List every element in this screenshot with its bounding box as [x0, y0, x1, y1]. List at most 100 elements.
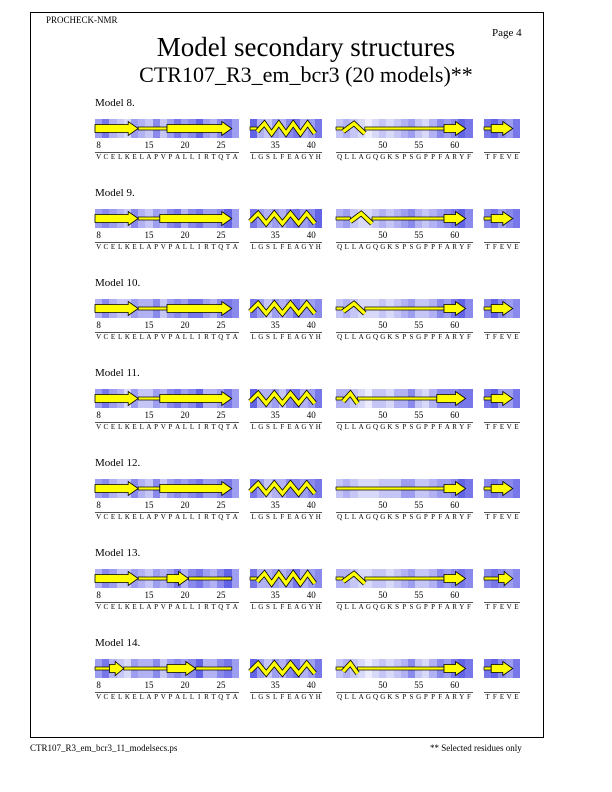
residue-letter: A — [232, 603, 238, 611]
residue-letter: E — [499, 423, 505, 431]
residue-letter: S — [409, 153, 414, 161]
residue-letter: A — [232, 513, 238, 521]
residue-letter: L — [139, 243, 144, 251]
residue-letter: G — [380, 243, 386, 251]
helix-ribbon-fill — [255, 120, 317, 137]
residue-letter: L — [182, 513, 187, 521]
residue-letter: Q — [337, 603, 343, 611]
residue-letter: S — [395, 693, 400, 701]
residue-letter: L — [273, 243, 278, 251]
residue-letter: Q — [337, 693, 343, 701]
residue-letter: V — [506, 513, 512, 521]
residue-letter: P — [168, 423, 173, 431]
residue-letter: G — [301, 243, 307, 251]
residue-letter: L — [251, 513, 256, 521]
residue-letter: E — [514, 423, 519, 431]
residue-letter: Q — [218, 333, 224, 341]
residue-letter: Q — [337, 243, 343, 251]
residue-letter: K — [387, 693, 393, 701]
shading-cell — [512, 479, 520, 498]
residue-letter: S — [395, 153, 400, 161]
residue-letter: A — [294, 693, 300, 701]
residue-letter: V — [506, 243, 512, 251]
residue-letter: H — [315, 603, 321, 611]
residue-letter: V — [160, 153, 166, 161]
strand-arrow — [94, 570, 139, 587]
footer-note: ** Selected residues only — [430, 743, 522, 753]
residue-letter: I — [198, 153, 201, 161]
residue-letter: K — [387, 333, 393, 341]
residue-letter: P — [168, 153, 173, 161]
residue-letter: V — [96, 243, 102, 251]
residue-letter: F — [467, 333, 471, 341]
turn-ribbon-fill — [342, 301, 366, 315]
residue-letter: P — [423, 603, 428, 611]
shading-cell — [278, 479, 286, 498]
residue-letter: P — [423, 423, 428, 431]
residue-letter: G — [258, 333, 264, 341]
residue-letter: G — [258, 513, 264, 521]
residue-letter: A — [146, 513, 152, 521]
residue-letter: G — [301, 603, 307, 611]
residue-tick-label: 40 — [306, 410, 316, 420]
residue-letter: G — [416, 243, 422, 251]
coil-segment — [483, 126, 492, 131]
residue-letter: V — [506, 603, 512, 611]
residue-letter: I — [198, 333, 201, 341]
page-title: Model secondary structures — [156, 32, 456, 62]
residue-tick-label: 8 — [96, 590, 101, 600]
turn-ribbon-fill — [341, 660, 359, 675]
strand-arrow — [490, 480, 514, 497]
residue-letter: F — [492, 243, 497, 251]
residue-letter: E — [287, 423, 292, 431]
residue-tick-label: 8 — [96, 410, 101, 420]
residue-letter: E — [287, 603, 292, 611]
residue-letter: L — [344, 153, 349, 161]
residue-letter: T — [485, 333, 490, 341]
residue-letter: I — [198, 513, 201, 521]
residue-letter: T — [211, 243, 216, 251]
residue-letter: F — [467, 603, 471, 611]
residue-letter: C — [103, 693, 109, 701]
residue-letter: G — [416, 693, 422, 701]
residue-letter: L — [344, 243, 349, 251]
residue-tick-label: 8 — [96, 140, 101, 150]
residue-letter: G — [301, 423, 307, 431]
residue-letter: L — [182, 693, 187, 701]
residue-letter: S — [395, 333, 400, 341]
residue-letter: A — [232, 243, 238, 251]
residue-letter: H — [315, 513, 321, 521]
residue-letter: L — [344, 693, 349, 701]
residue-letter: T — [485, 693, 490, 701]
residue-tick-label: 25 — [216, 410, 226, 420]
residue-letter: V — [160, 423, 166, 431]
residue-letter: A — [444, 693, 450, 701]
residue-letter: A — [444, 513, 450, 521]
residue-letter: Q — [218, 243, 224, 251]
shading-cell — [231, 299, 239, 318]
residue-letter: L — [139, 423, 144, 431]
residue-tick-label: 50 — [378, 320, 388, 330]
residue-letter: K — [387, 243, 393, 251]
residue-letter: L — [273, 603, 278, 611]
residue-letter: T — [225, 423, 231, 431]
residue-letter: F — [467, 153, 471, 161]
residue-letter: P — [423, 153, 428, 161]
residue-tick-label: 60 — [450, 320, 460, 330]
residue-letter: L — [251, 153, 256, 161]
residue-letter: P — [431, 423, 435, 431]
residue-letter: L — [182, 603, 187, 611]
helix-ribbon-fill — [248, 480, 317, 497]
residue-tick-label: 8 — [96, 230, 101, 240]
shading-cell — [314, 119, 322, 138]
coil-segment — [357, 666, 445, 671]
strand-arrow — [443, 570, 467, 587]
residue-tick-label: 50 — [378, 590, 388, 600]
residue-letter: L — [351, 603, 357, 611]
